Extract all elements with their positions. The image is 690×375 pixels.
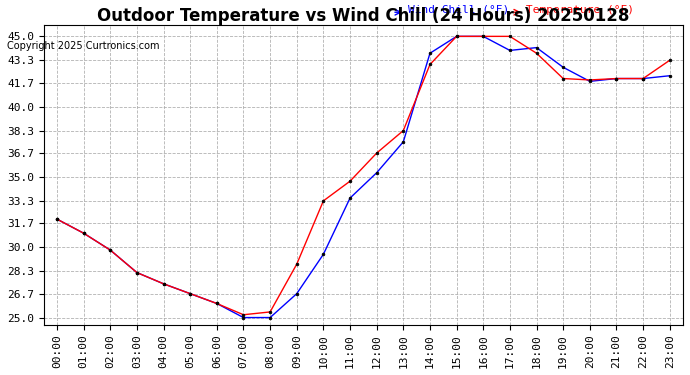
Title: Outdoor Temperature vs Wind Chill (24 Hours) 20250128: Outdoor Temperature vs Wind Chill (24 Ho… bbox=[97, 7, 629, 25]
Text: Copyright 2025 Curtronics.com: Copyright 2025 Curtronics.com bbox=[7, 41, 159, 51]
Text: Temperature (°F): Temperature (°F) bbox=[526, 4, 634, 15]
Text: Wind Chill (°F): Wind Chill (°F) bbox=[408, 4, 509, 15]
